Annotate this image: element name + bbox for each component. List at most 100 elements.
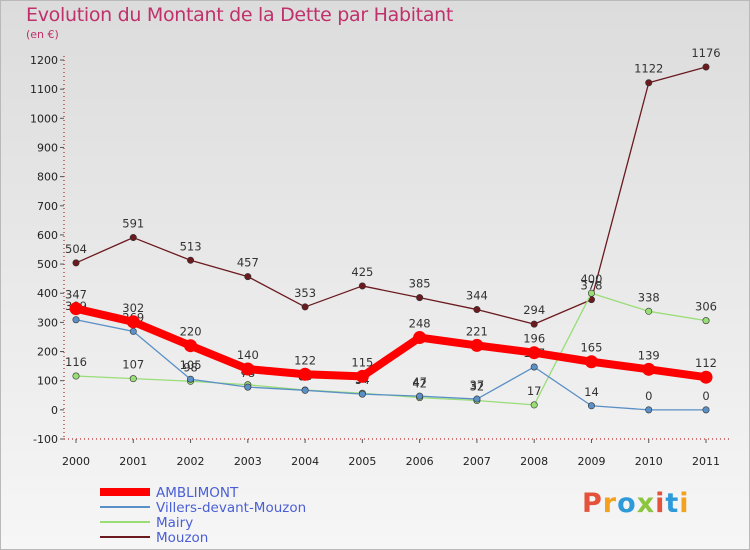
logo-letter: o bbox=[617, 488, 637, 519]
data-label: 112 bbox=[695, 356, 717, 370]
x-tick-label: 2005 bbox=[348, 455, 376, 468]
data-label: 248 bbox=[409, 317, 431, 331]
data-point bbox=[72, 372, 80, 380]
logo-letter: x bbox=[636, 488, 656, 519]
data-point bbox=[244, 273, 252, 281]
data-label: 122 bbox=[294, 353, 316, 367]
series-mairy: 11610798866857423217400338306 bbox=[65, 272, 717, 409]
x-tick-label: 2004 bbox=[291, 455, 319, 468]
data-point bbox=[470, 338, 484, 352]
legend-label: AMBLIMONT bbox=[156, 485, 239, 501]
data-label: 347 bbox=[65, 288, 87, 302]
data-point bbox=[358, 390, 366, 398]
chart-title: Evolution du Montant de la Dette par Hab… bbox=[26, 4, 454, 26]
data-label: 221 bbox=[466, 324, 488, 338]
data-label: 105 bbox=[180, 358, 202, 372]
x-tick-label: 2000 bbox=[62, 455, 90, 468]
data-label: 47 bbox=[412, 375, 427, 389]
y-tick-label: 400 bbox=[37, 287, 58, 300]
y-tick-label: 900 bbox=[37, 141, 58, 154]
data-label: 457 bbox=[237, 256, 259, 270]
data-point bbox=[416, 392, 424, 400]
chart-legend: AMBLIMONTVillers-devant-MouzonMairyMouzo… bbox=[100, 485, 306, 546]
y-tick-label: 300 bbox=[37, 316, 58, 329]
data-label: 378 bbox=[580, 279, 602, 293]
y-tick-label: 200 bbox=[37, 346, 58, 359]
x-tick-label: 2009 bbox=[577, 455, 605, 468]
data-point bbox=[702, 406, 710, 414]
data-point bbox=[129, 327, 137, 335]
data-label: 165 bbox=[580, 341, 602, 355]
data-label: 344 bbox=[466, 289, 488, 303]
data-point bbox=[645, 406, 653, 414]
data-point bbox=[645, 79, 653, 87]
y-tick-label: 1200 bbox=[30, 54, 58, 67]
x-tick-label: 2003 bbox=[234, 455, 262, 468]
x-tick-label: 2006 bbox=[406, 455, 434, 468]
data-point bbox=[584, 355, 598, 369]
data-label: 107 bbox=[122, 358, 144, 372]
data-point bbox=[587, 402, 595, 410]
chart-series: 504 591 513 457 353 425 385 344 294 378 1122 1176 11… bbox=[65, 46, 721, 414]
data-point bbox=[702, 317, 710, 325]
proxiti-logo: Proxiti bbox=[582, 488, 690, 519]
data-point bbox=[126, 315, 140, 329]
data-point bbox=[413, 331, 427, 345]
data-point bbox=[473, 395, 481, 403]
data-label: 220 bbox=[180, 325, 202, 339]
data-label: 1122 bbox=[634, 62, 663, 76]
legend-label: Mouzon bbox=[156, 530, 208, 546]
data-label: 400 bbox=[580, 272, 602, 286]
data-point bbox=[699, 370, 713, 384]
series-amblimont: 347 302 220 140 122 115 248 221 196 165 139 112 bbox=[65, 288, 717, 384]
data-point bbox=[69, 302, 83, 316]
data-point bbox=[416, 294, 424, 302]
x-tick-label: 2010 bbox=[635, 455, 663, 468]
data-point bbox=[72, 316, 80, 324]
data-point bbox=[129, 234, 137, 242]
x-tick-label: 2007 bbox=[463, 455, 491, 468]
x-tick-label: 2011 bbox=[692, 455, 720, 468]
x-tick-label: 2008 bbox=[520, 455, 548, 468]
chart-axes: -100010020030040050060070080090010001100… bbox=[30, 54, 732, 468]
y-tick-label: -100 bbox=[33, 433, 58, 446]
data-label: 513 bbox=[180, 239, 202, 253]
data-point bbox=[645, 307, 653, 315]
data-label: 196 bbox=[523, 332, 545, 346]
data-point bbox=[298, 367, 312, 381]
data-label: 591 bbox=[122, 217, 144, 231]
data-point bbox=[702, 63, 710, 71]
data-point bbox=[244, 383, 252, 391]
logo-letter: i bbox=[655, 488, 666, 519]
data-point bbox=[187, 375, 195, 383]
data-label: 17 bbox=[527, 384, 542, 398]
data-label: 42 bbox=[412, 377, 427, 391]
data-point bbox=[530, 401, 538, 409]
series-mouzon: 504 591 513 457 353 425 385 344 294 378 1122 1176 bbox=[65, 46, 721, 328]
data-point bbox=[184, 339, 198, 353]
data-point bbox=[530, 320, 538, 328]
y-tick-label: 500 bbox=[37, 258, 58, 271]
logo-letter: i bbox=[679, 488, 690, 519]
data-point bbox=[530, 363, 538, 371]
data-point bbox=[301, 386, 309, 394]
logo-letter: P bbox=[582, 488, 603, 519]
data-label: 294 bbox=[523, 303, 545, 317]
data-label: 0 bbox=[702, 389, 709, 403]
data-label: 425 bbox=[351, 265, 373, 279]
data-label: 14 bbox=[584, 385, 599, 399]
data-point bbox=[473, 306, 481, 314]
y-tick-label: 800 bbox=[37, 171, 58, 184]
data-label: 385 bbox=[409, 277, 431, 291]
data-point bbox=[129, 375, 137, 383]
data-label: 1176 bbox=[691, 46, 720, 60]
data-point bbox=[358, 282, 366, 290]
data-point bbox=[72, 259, 80, 267]
data-point bbox=[355, 369, 369, 383]
data-label: 353 bbox=[294, 286, 316, 300]
data-label: 306 bbox=[695, 300, 717, 314]
y-tick-label: 700 bbox=[37, 200, 58, 213]
data-label: 32 bbox=[470, 380, 485, 394]
